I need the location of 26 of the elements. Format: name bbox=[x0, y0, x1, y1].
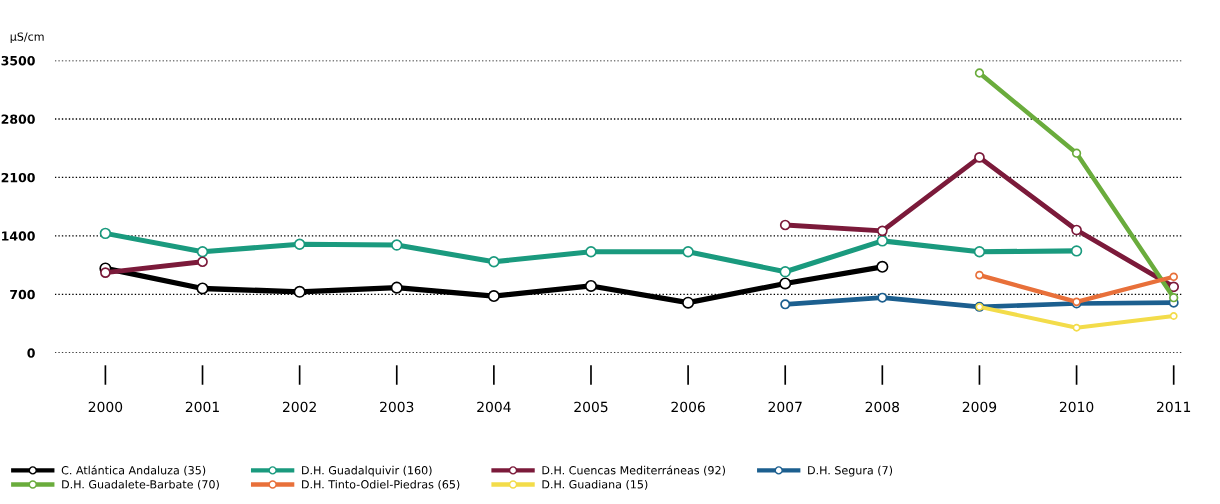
x-tick-label: 2003 bbox=[380, 401, 414, 413]
x-tick-label: 2010 bbox=[1059, 401, 1094, 413]
legend-label: D.H. Guadalquivir (160) bbox=[302, 465, 432, 477]
x-tick-label: 2005 bbox=[574, 401, 608, 413]
legend-label: D.H. Tinto-Odiel-Piedras (65) bbox=[302, 479, 460, 490]
legend-label: D.H. Cuencas Mediterráneas (92) bbox=[542, 465, 725, 476]
x-tick-label: 2008 bbox=[865, 401, 900, 413]
y-tick-label: 3500 bbox=[1, 55, 35, 66]
legend-label: D.H. Guadalete-Barbate (70) bbox=[62, 479, 219, 490]
y-tick-label: 2800 bbox=[1, 114, 35, 124]
x-tick-label: 2006 bbox=[671, 401, 705, 413]
legend-label: C. Atlántica Andaluza (35) bbox=[61, 465, 206, 476]
y-tick-label: 1400 bbox=[2, 231, 35, 241]
y-axis-title: µS/cm bbox=[10, 32, 44, 43]
y-tick-label: 0 bbox=[27, 348, 35, 358]
x-tick-label: 2001 bbox=[185, 401, 219, 413]
x-tick-label: 2000 bbox=[88, 401, 123, 413]
y-tick-label: 700 bbox=[10, 289, 35, 300]
legend-label: D.H. Segura (7) bbox=[808, 465, 893, 477]
x-tick-label: 2009 bbox=[962, 401, 997, 413]
y-tick-label: 2100 bbox=[1, 172, 35, 183]
x-tick-label: 2011 bbox=[1157, 401, 1191, 413]
legend-label: D.H. Guadiana (15) bbox=[542, 479, 648, 490]
x-tick-label: 2002 bbox=[282, 401, 316, 413]
x-tick-label: 2004 bbox=[477, 401, 511, 413]
x-tick-label: 2007 bbox=[768, 401, 802, 413]
